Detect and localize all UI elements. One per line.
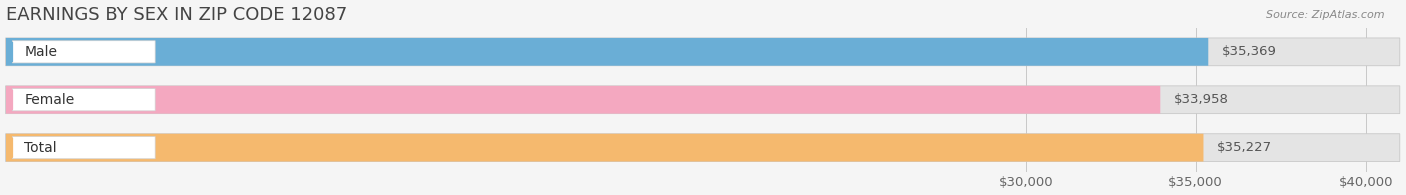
FancyBboxPatch shape xyxy=(6,86,1400,114)
Text: $35,227: $35,227 xyxy=(1218,141,1272,154)
Text: EARNINGS BY SEX IN ZIP CODE 12087: EARNINGS BY SEX IN ZIP CODE 12087 xyxy=(6,5,347,24)
Text: Total: Total xyxy=(24,141,56,155)
FancyBboxPatch shape xyxy=(13,89,155,111)
FancyBboxPatch shape xyxy=(6,134,1204,161)
Text: $35,369: $35,369 xyxy=(1222,45,1277,58)
FancyBboxPatch shape xyxy=(6,38,1208,66)
Text: Male: Male xyxy=(24,45,58,59)
Text: Female: Female xyxy=(24,93,75,107)
FancyBboxPatch shape xyxy=(13,41,155,63)
FancyBboxPatch shape xyxy=(13,136,155,159)
Text: $33,958: $33,958 xyxy=(1174,93,1229,106)
FancyBboxPatch shape xyxy=(6,38,1400,66)
FancyBboxPatch shape xyxy=(6,134,1400,161)
Text: Source: ZipAtlas.com: Source: ZipAtlas.com xyxy=(1267,10,1385,20)
FancyBboxPatch shape xyxy=(6,86,1160,114)
